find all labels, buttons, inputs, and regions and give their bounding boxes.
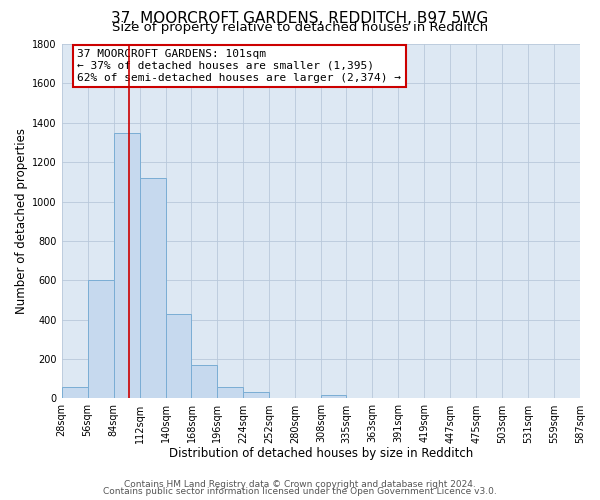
Bar xyxy=(88,280,113,398)
Bar xyxy=(113,132,140,398)
Bar xyxy=(244,392,269,398)
Text: 37, MOORCROFT GARDENS, REDDITCH, B97 5WG: 37, MOORCROFT GARDENS, REDDITCH, B97 5WG xyxy=(112,11,488,26)
Text: Contains public sector information licensed under the Open Government Licence v3: Contains public sector information licen… xyxy=(103,487,497,496)
Text: 37 MOORCROFT GARDENS: 101sqm
← 37% of detached houses are smaller (1,395)
62% of: 37 MOORCROFT GARDENS: 101sqm ← 37% of de… xyxy=(77,50,401,82)
X-axis label: Distribution of detached houses by size in Redditch: Distribution of detached houses by size … xyxy=(169,447,473,460)
Bar xyxy=(166,314,191,398)
Bar xyxy=(62,386,88,398)
Bar xyxy=(321,394,346,398)
Y-axis label: Number of detached properties: Number of detached properties xyxy=(15,128,28,314)
Bar xyxy=(140,178,166,398)
Text: Contains HM Land Registry data © Crown copyright and database right 2024.: Contains HM Land Registry data © Crown c… xyxy=(124,480,476,489)
Bar xyxy=(217,386,244,398)
Bar xyxy=(191,365,217,398)
Text: Size of property relative to detached houses in Redditch: Size of property relative to detached ho… xyxy=(112,22,488,35)
